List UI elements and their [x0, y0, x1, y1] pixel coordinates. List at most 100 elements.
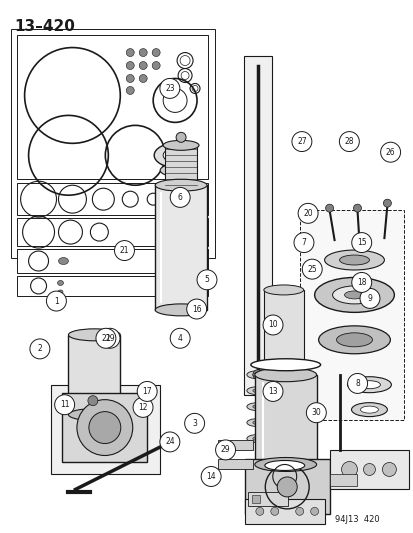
Ellipse shape — [154, 143, 196, 167]
Circle shape — [293, 232, 313, 253]
Circle shape — [152, 61, 160, 69]
Text: 15: 15 — [356, 238, 366, 247]
Bar — [244, 499, 324, 524]
Ellipse shape — [252, 373, 262, 377]
Ellipse shape — [263, 365, 303, 375]
Ellipse shape — [254, 368, 316, 382]
Bar — [62, 393, 147, 463]
Circle shape — [88, 395, 97, 406]
Text: 29: 29 — [220, 446, 230, 455]
Circle shape — [351, 232, 371, 253]
Ellipse shape — [360, 406, 377, 413]
Bar — [68, 335, 120, 415]
Circle shape — [126, 61, 134, 69]
Ellipse shape — [250, 359, 320, 371]
Bar — [17, 249, 207, 273]
Circle shape — [310, 507, 318, 515]
Ellipse shape — [57, 280, 63, 286]
Ellipse shape — [351, 402, 387, 417]
Circle shape — [100, 328, 120, 348]
Ellipse shape — [344, 291, 363, 299]
Ellipse shape — [160, 164, 190, 176]
Bar — [155, 185, 206, 310]
Circle shape — [382, 463, 395, 477]
Circle shape — [297, 204, 317, 223]
Ellipse shape — [246, 386, 268, 394]
Circle shape — [77, 400, 133, 456]
Text: 94J13  420: 94J13 420 — [334, 515, 378, 524]
Text: 2: 2 — [38, 344, 42, 353]
Circle shape — [353, 204, 361, 212]
Circle shape — [347, 374, 367, 393]
Circle shape — [277, 477, 297, 497]
Ellipse shape — [155, 179, 206, 191]
Text: 23: 23 — [165, 84, 174, 93]
Circle shape — [137, 382, 157, 401]
Ellipse shape — [163, 148, 187, 162]
Ellipse shape — [347, 377, 390, 393]
Bar — [217, 459, 252, 470]
Ellipse shape — [324, 250, 384, 270]
Circle shape — [341, 462, 357, 478]
Text: 8: 8 — [354, 379, 359, 388]
Circle shape — [114, 240, 134, 261]
Circle shape — [382, 199, 390, 207]
Ellipse shape — [252, 437, 262, 441]
Ellipse shape — [171, 201, 178, 207]
Circle shape — [222, 441, 229, 448]
Circle shape — [262, 315, 282, 335]
Bar — [11, 29, 214, 258]
Text: 22: 22 — [101, 334, 110, 343]
Circle shape — [255, 507, 263, 515]
Ellipse shape — [318, 326, 389, 354]
Ellipse shape — [246, 402, 268, 410]
Bar — [244, 459, 329, 514]
Circle shape — [133, 398, 153, 417]
Circle shape — [252, 370, 262, 379]
Circle shape — [270, 507, 278, 515]
Text: 18: 18 — [356, 278, 366, 287]
Bar — [17, 276, 207, 296]
Text: 4: 4 — [177, 334, 182, 343]
Ellipse shape — [58, 257, 68, 264]
Text: 6: 6 — [177, 193, 182, 202]
Ellipse shape — [252, 389, 262, 393]
Ellipse shape — [314, 278, 394, 312]
Text: 26: 26 — [385, 148, 394, 157]
Bar — [243, 55, 271, 394]
Text: 14: 14 — [206, 472, 216, 481]
Bar — [17, 35, 207, 179]
Text: 17: 17 — [142, 387, 152, 396]
Circle shape — [295, 507, 303, 515]
Circle shape — [363, 464, 375, 475]
Circle shape — [139, 61, 147, 69]
Bar — [17, 183, 207, 215]
Bar — [329, 449, 408, 489]
Text: 24: 24 — [165, 438, 174, 447]
Text: 21: 21 — [119, 246, 129, 255]
Circle shape — [197, 270, 216, 290]
Text: 12: 12 — [138, 403, 147, 412]
Circle shape — [291, 132, 311, 151]
Circle shape — [186, 299, 206, 319]
Circle shape — [46, 291, 66, 311]
Bar — [247, 492, 287, 506]
Bar — [254, 375, 316, 464]
Circle shape — [339, 132, 358, 151]
Circle shape — [215, 440, 235, 460]
Bar — [263, 290, 303, 370]
Circle shape — [159, 432, 179, 452]
Circle shape — [262, 382, 282, 401]
Bar — [165, 146, 197, 189]
Ellipse shape — [252, 405, 262, 409]
Circle shape — [139, 49, 147, 56]
Ellipse shape — [254, 457, 316, 472]
Circle shape — [139, 75, 147, 83]
Circle shape — [351, 272, 371, 293]
Ellipse shape — [358, 381, 380, 389]
Circle shape — [30, 339, 50, 359]
Text: 19: 19 — [105, 334, 114, 343]
Text: 28: 28 — [344, 137, 353, 146]
Text: 27: 27 — [297, 137, 306, 146]
Ellipse shape — [68, 409, 120, 421]
